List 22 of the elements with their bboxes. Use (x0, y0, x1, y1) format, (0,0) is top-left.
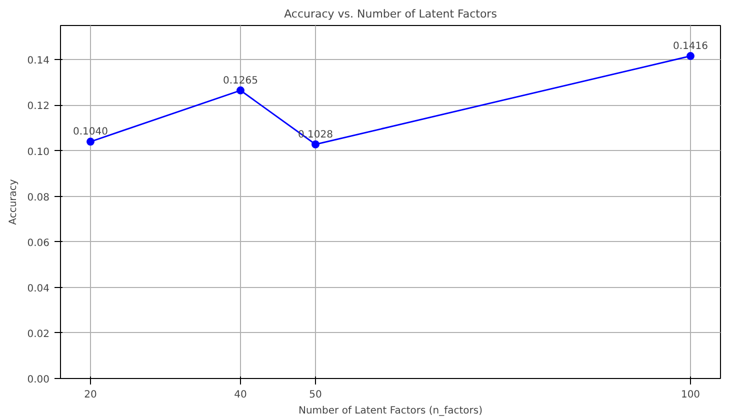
y-tick-label: 0.06 (27, 238, 50, 249)
y-tick-label: 0.04 (27, 283, 50, 294)
y-tick-label: 0.08 (27, 192, 50, 204)
y-axis-title: Accuracy (8, 179, 20, 225)
x-tick-label: 50 (309, 390, 322, 400)
data-label: 0.1265 (223, 75, 258, 86)
y-tick-label: 0.02 (27, 328, 50, 340)
point (86, 138, 94, 146)
data-label: 0.1040 (73, 126, 108, 138)
point (686, 52, 694, 60)
x-tick-label: 20 (84, 390, 97, 400)
point (236, 86, 244, 94)
x-tick-label: 40 (234, 390, 247, 400)
y-tick-label: 0.12 (27, 101, 50, 112)
point (312, 140, 320, 148)
chart-title: Accuracy vs. Number of Latent Factors (284, 8, 498, 20)
y-tick-label: 0.00 (27, 374, 50, 386)
x-tick-label: 100 (680, 390, 700, 400)
y-tick-label: 0.14 (27, 56, 50, 67)
y-tick-label: 0.10 (27, 146, 50, 158)
x-axis-title: Number of Latent Factors (n_factors) (298, 406, 483, 416)
data-label: 0.1416 (673, 41, 708, 52)
